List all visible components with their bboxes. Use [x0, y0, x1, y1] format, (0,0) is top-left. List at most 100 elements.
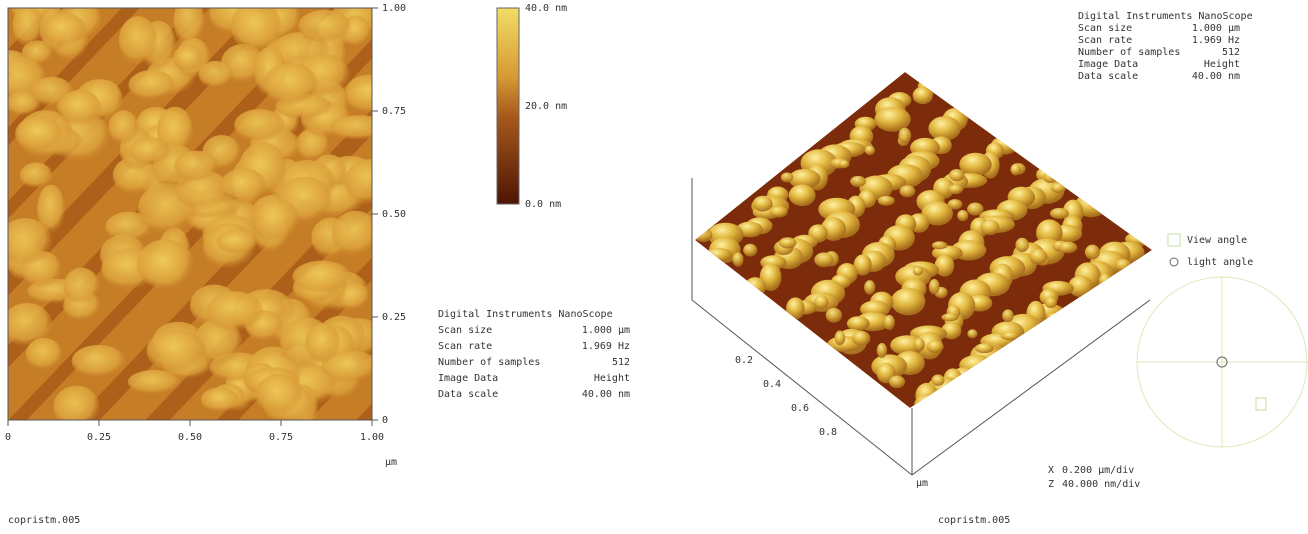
grain	[932, 241, 948, 249]
info-key: Image Data	[1078, 59, 1138, 70]
grain	[891, 288, 925, 315]
y-tick-label: 0.75	[382, 106, 406, 117]
grain	[119, 16, 158, 65]
grain	[770, 206, 788, 217]
colorbar	[497, 8, 519, 204]
scale-axis: X	[1048, 465, 1054, 476]
grain	[786, 297, 805, 319]
grain	[72, 345, 126, 378]
afm-screen: copristm.005 copristm.005 µm µm 1.000.75…	[0, 0, 1308, 534]
grain	[929, 279, 940, 294]
grain	[1099, 273, 1112, 288]
grain	[264, 63, 318, 106]
grain	[839, 160, 850, 168]
grain	[847, 316, 870, 331]
grain	[745, 277, 766, 297]
grain	[753, 196, 773, 212]
grain	[201, 387, 239, 412]
info-value: 512	[1222, 47, 1240, 58]
colorbar-label: 40.0 nm	[525, 3, 567, 14]
grain	[948, 184, 963, 194]
grain	[128, 70, 175, 100]
grain	[1047, 313, 1061, 323]
grain	[852, 331, 870, 346]
grain	[1058, 242, 1077, 254]
info-key: Scan size	[1078, 23, 1132, 34]
x-tick-label: 0.75	[269, 432, 293, 443]
grain	[330, 115, 390, 140]
grain	[733, 252, 744, 266]
scale-value: 0.200 µm/div	[1062, 465, 1134, 476]
info-title: Digital Instruments NanoScope	[1078, 11, 1253, 22]
grain	[948, 199, 963, 209]
surface-3d	[695, 72, 1153, 417]
y-tick-label: 0.50	[382, 209, 406, 220]
grain	[913, 267, 923, 276]
x-tick-label: 0.50	[178, 432, 202, 443]
axis-label: 0.6	[791, 403, 809, 414]
grain	[884, 315, 895, 330]
grain	[59, 90, 101, 126]
grain	[835, 331, 846, 346]
grain	[781, 172, 793, 182]
info-value: 1.969 Hz	[582, 341, 630, 352]
axis-label: 0.4	[763, 379, 781, 390]
grain	[207, 291, 264, 331]
grain	[1029, 249, 1047, 265]
groove	[358, 0, 778, 430]
x-tick-label: 0.25	[87, 432, 111, 443]
grain	[889, 375, 905, 388]
y-tick-label: 0	[382, 415, 388, 426]
grain	[1015, 238, 1029, 252]
x-tick-label: 1.00	[360, 432, 384, 443]
grain	[174, 151, 218, 182]
info-title: Digital Instruments NanoScope	[438, 309, 613, 320]
info-key: Scan rate	[438, 341, 492, 352]
grain	[975, 343, 994, 353]
axis-label: 0.8	[819, 427, 837, 438]
info-value: 512	[612, 357, 630, 368]
x-tick-label: 0	[5, 432, 11, 443]
groove	[0, 0, 8, 430]
grain	[1050, 208, 1069, 219]
info-key: Number of samples	[438, 357, 540, 368]
info-key: Image Data	[438, 373, 498, 384]
grain	[914, 393, 940, 416]
grain	[967, 203, 983, 216]
grain	[927, 340, 944, 353]
info-key: Scan size	[438, 325, 492, 336]
grain	[898, 128, 911, 144]
y-tick-label: 0.25	[382, 312, 406, 323]
grain	[967, 329, 977, 338]
grain	[64, 268, 100, 305]
grain	[1001, 332, 1020, 340]
grain	[199, 61, 234, 88]
grain	[252, 198, 300, 241]
grain	[1002, 309, 1014, 322]
grain	[1043, 172, 1057, 183]
grain	[43, 13, 86, 48]
grain	[231, 1, 282, 52]
grain	[814, 252, 833, 267]
info-key: Data scale	[1078, 71, 1138, 82]
grain	[137, 239, 194, 289]
scale-axis: Z	[1048, 479, 1054, 490]
grain	[789, 184, 816, 206]
grain	[216, 229, 258, 254]
grain	[13, 5, 44, 47]
grain	[1045, 297, 1057, 308]
grain	[306, 323, 341, 363]
scale-value: 40.000 nm/div	[1062, 479, 1140, 490]
grain	[949, 169, 965, 181]
info-value: Height	[594, 373, 630, 384]
colorbar-label: 20.0 nm	[525, 101, 567, 112]
info-value: 40.00 nm	[1192, 71, 1240, 82]
grain	[850, 176, 866, 187]
grain	[1051, 183, 1067, 193]
grain	[959, 355, 993, 376]
grain	[298, 10, 351, 43]
legend-label: View angle	[1187, 235, 1247, 246]
grain	[292, 261, 351, 294]
grain	[345, 159, 395, 205]
x-unit: µm	[385, 457, 397, 468]
